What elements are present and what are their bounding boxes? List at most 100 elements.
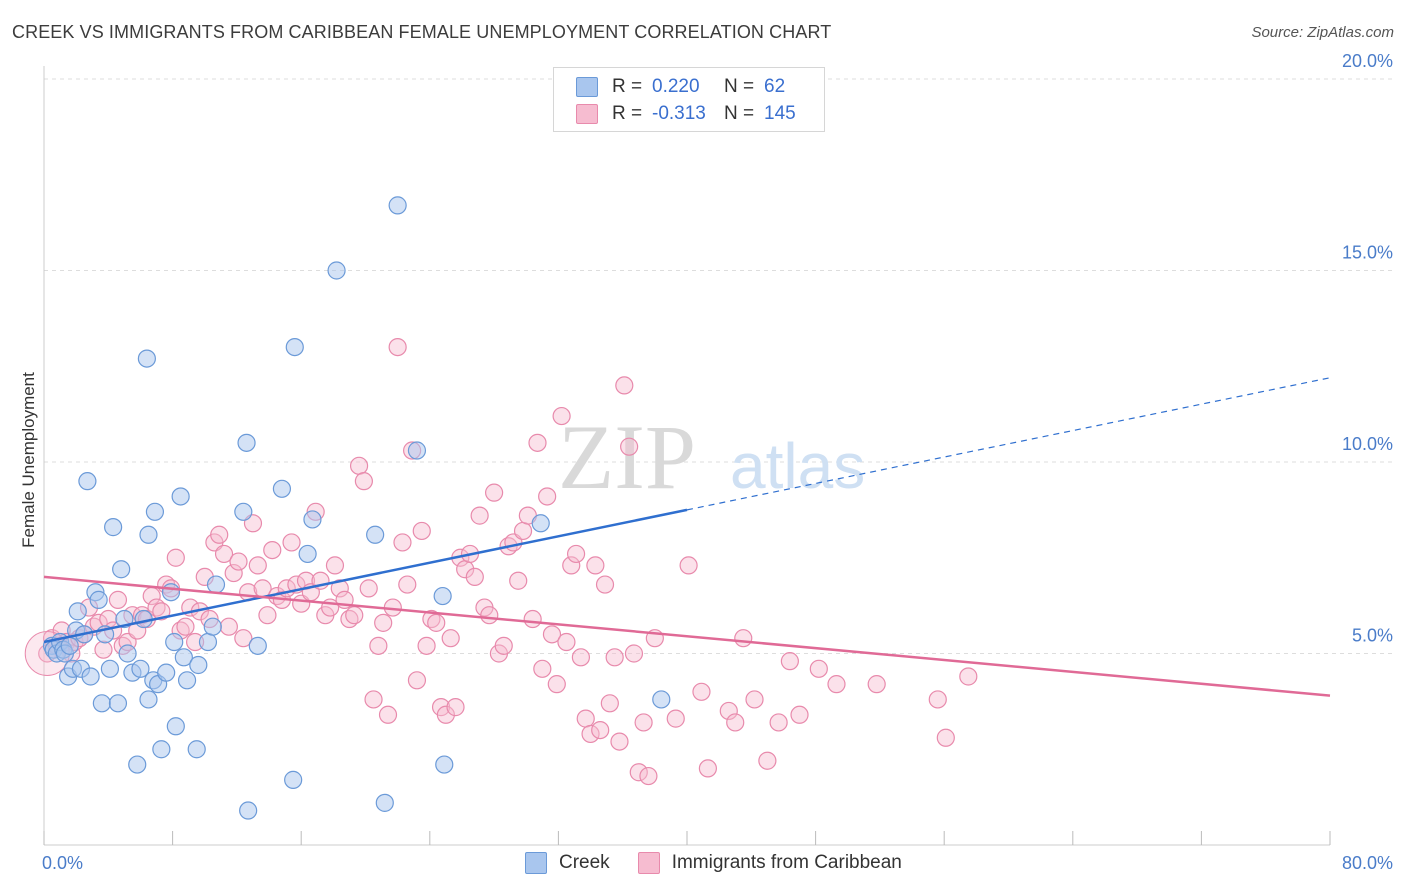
- caribbean-point: [605, 648, 624, 667]
- caribbean-point: [398, 575, 417, 594]
- creek-point: [375, 793, 394, 812]
- watermark-atlas: atlas: [730, 430, 865, 502]
- caribbean-point: [734, 629, 753, 648]
- legend-label-creek: Creek: [559, 852, 610, 873]
- series-creek-points: [42, 196, 671, 820]
- caribbean-point: [152, 602, 171, 621]
- caribbean-point: [758, 751, 777, 770]
- caribbean-point: [374, 613, 393, 632]
- legend-label-caribbean: Immigrants from Caribbean: [671, 852, 902, 873]
- caribbean-point: [576, 709, 595, 728]
- creek-point: [131, 659, 150, 678]
- caribbean-point: [634, 713, 653, 732]
- legend-item-creek[interactable]: Creek: [525, 852, 610, 874]
- caribbean-point: [726, 713, 745, 732]
- legend-n-label: N =: [724, 76, 755, 97]
- caribbean-swatch: [637, 852, 660, 874]
- caribbean-point: [369, 636, 388, 655]
- creek-point: [152, 740, 171, 759]
- caribbean-point: [959, 667, 978, 686]
- creek-point: [145, 502, 165, 521]
- legend-item-caribbean[interactable]: Immigrants from Caribbean: [637, 852, 902, 874]
- creek-point: [115, 609, 134, 629]
- caribbean-point: [528, 433, 547, 452]
- caribbean-swatch: [576, 104, 598, 124]
- caribbean-point: [359, 579, 378, 598]
- creek-point: [89, 590, 108, 609]
- creek-point: [298, 544, 317, 564]
- grid-lines: [44, 78, 1394, 654]
- caribbean-point: [586, 556, 605, 575]
- caribbean-point: [780, 652, 799, 671]
- caribbean-point: [615, 376, 634, 395]
- creek-point: [198, 632, 218, 652]
- caribbean-point: [547, 675, 566, 694]
- legend-r-label: R =: [612, 76, 643, 97]
- caribbean-point: [513, 521, 533, 541]
- creek-point: [327, 261, 346, 280]
- creek-point: [157, 663, 176, 682]
- caribbean-point: [214, 544, 234, 564]
- caribbean-point: [745, 690, 764, 709]
- creek-point: [92, 694, 111, 713]
- caribbean-point: [552, 406, 571, 426]
- caribbean-point: [465, 567, 484, 587]
- creek-point: [531, 514, 550, 533]
- creek-point: [171, 487, 190, 506]
- series-legend: Creek Immigrants from Caribbean: [525, 852, 930, 874]
- caribbean-point: [325, 556, 345, 575]
- caribbean-point: [827, 675, 846, 694]
- caribbean-point: [629, 763, 648, 782]
- caribbean-point: [867, 675, 886, 694]
- creek-point: [139, 525, 158, 544]
- caribbean-point: [388, 338, 407, 357]
- creek-point: [203, 617, 222, 636]
- caribbean-point: [349, 456, 369, 475]
- caribbean-point: [210, 525, 229, 544]
- caribbean-point: [282, 533, 301, 552]
- y-axis-label: Female Unemployment: [19, 372, 38, 548]
- y-tick-label: 5.0%: [1352, 626, 1393, 646]
- legend-r-label: R =: [612, 103, 643, 124]
- y-tick-label: 15.0%: [1342, 243, 1393, 263]
- caribbean-point: [354, 472, 373, 491]
- watermark-zip: ZIP: [558, 406, 696, 508]
- creek-point: [139, 690, 158, 709]
- caribbean-point: [427, 613, 446, 632]
- creek-point: [60, 636, 79, 655]
- creek-point: [285, 338, 304, 357]
- creek-point: [118, 644, 137, 663]
- creek-point: [303, 510, 322, 529]
- caribbean-point: [330, 579, 349, 598]
- caribbean-point: [790, 705, 809, 724]
- caribbean-point: [692, 682, 711, 701]
- creek-trend-line: [43, 508, 688, 644]
- trend-lines: [43, 377, 1331, 697]
- creek-point: [166, 717, 185, 736]
- caribbean-point: [595, 575, 615, 594]
- creek-point: [161, 583, 181, 602]
- caribbean-point: [557, 632, 576, 652]
- caribbean-point: [571, 648, 591, 667]
- creek-point: [407, 441, 427, 460]
- legend-n-label: N =: [724, 103, 755, 124]
- caribbean-point: [542, 625, 562, 644]
- creek-swatch: [525, 852, 547, 874]
- source-label: Source: ZipAtlas.com: [1251, 24, 1394, 41]
- legend-r-value: -0.313: [652, 103, 706, 124]
- caribbean-point: [485, 483, 504, 502]
- creek-point: [237, 433, 256, 452]
- caribbean-point: [679, 556, 698, 575]
- caribbean-point: [258, 606, 277, 625]
- creek-point: [239, 801, 258, 820]
- caribbean-point: [345, 606, 364, 625]
- caribbean-point: [610, 732, 629, 751]
- creek-point: [108, 694, 128, 713]
- creek-point: [137, 349, 156, 368]
- caribbean-point: [234, 629, 253, 648]
- caribbean-point: [436, 705, 455, 724]
- creek-point: [78, 472, 97, 491]
- caribbean-point: [108, 590, 128, 609]
- legend-n-value: 62: [764, 76, 786, 97]
- caribbean-point: [393, 533, 412, 552]
